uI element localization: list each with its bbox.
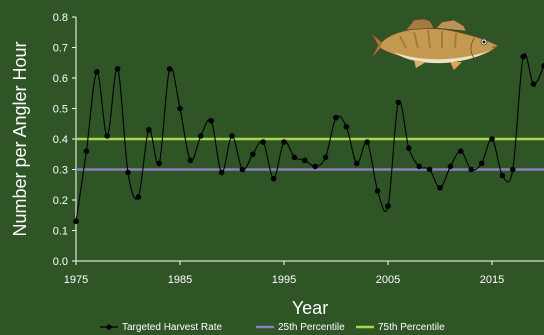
harvest-rate-point [416,163,423,170]
harvest-rate-point [395,99,402,106]
harvest-rate-point [198,133,204,139]
harvest-rate-point [260,139,267,145]
harvest-rate-point [541,63,544,69]
harvest-rate-point [302,157,308,164]
x-tick-label: 1975 [64,274,88,286]
harvest-rate-point [312,163,319,170]
harvest-rate-point [510,166,516,173]
harvest-rate-point [229,133,235,139]
harvest-rate-line [75,53,544,222]
walleye-fish-icon [371,18,499,70]
y-tick-label: 0.3 [53,165,68,177]
harvest-rate-point [83,148,90,154]
harvest-rate-point [104,133,110,139]
legend-25th-percentile-label: 25th Percentile [278,322,345,333]
harvest-rate-point [208,117,214,124]
harvest-rate-point [364,139,371,145]
harvest-rate-point [426,166,433,173]
harvest-rate-point [385,203,391,209]
y-tick-label: 0.5 [53,104,68,116]
x-tick-label: 2005 [376,274,400,286]
x-tick-label: 1985 [168,274,192,286]
harvest-rate-point [437,185,443,191]
y-tick-label: 0.1 [53,226,68,238]
harvest-rate-point [374,188,381,194]
harvest-rate-point [354,160,360,167]
x-tick-label: 2015 [480,274,504,286]
y-tick-label: 0.4 [53,134,68,146]
y-tick-label: 0.7 [53,43,68,55]
harvest-rate-point [530,81,537,87]
y-tick-label: 0.6 [53,73,68,85]
harvest-rate-point [520,53,526,60]
x-tick-label: 1995 [272,274,296,286]
legend-75th-percentile: 75th Percentile [356,322,445,333]
harvest-rate-point [322,154,329,161]
harvest-rate-point [343,124,350,130]
harvest-rate-point [489,136,495,142]
legend-harvest-rate: Targeted Harvest Rate [100,322,222,333]
legend: Targeted Harvest Rate 25th Percentile 75th… [100,322,445,333]
harvest-rate-point [281,139,287,145]
harvest-rate-point [468,166,475,173]
y-tick-label: 0.8 [53,12,68,24]
legend-25th-percentile: 25th Percentile [256,322,345,333]
harvest-rate-point [187,157,194,164]
harvest-rate-point [239,166,246,173]
harvest-rate-point [177,105,183,112]
harvest-rate-point [499,172,506,179]
harvest-rate-point [166,66,173,72]
harvest-rate-point [218,169,225,176]
harvest-rate-point [156,160,162,167]
harvest-rate-point [406,145,412,151]
harvest-rate-point [458,148,464,154]
harvest-rate-point [250,151,256,158]
x-axis-title: Year [292,298,328,318]
harvest-rate-point [447,163,454,170]
legend-75th-percentile-label: 75th Percentile [378,322,445,333]
legend-harvest-rate-marker [106,324,112,330]
harvest-rate-point [333,114,339,121]
harvest-rate-point [114,66,121,72]
y-tick-label: 0.0 [53,256,68,268]
harvest-rate-point [270,175,277,182]
harvest-rate-point [135,194,142,200]
harvest-rate-point [478,160,485,167]
harvest-rate-point [291,154,298,161]
y-tick-label: 0.2 [53,195,68,207]
harvest-rate-point [94,69,100,75]
harvest-rate-point [125,169,131,176]
harvest-rate-point [146,127,152,133]
y-axis-title: Number per Angler Hour [10,41,30,236]
harvest-rate-point [73,218,79,225]
legend-harvest-rate-label: Targeted Harvest Rate [122,322,222,333]
plot-area: 0.0 0.1 0.2 0.3 0.4 0.5 0.6 0.7 0.8 1975 1985 1995 2… [10,12,544,318]
